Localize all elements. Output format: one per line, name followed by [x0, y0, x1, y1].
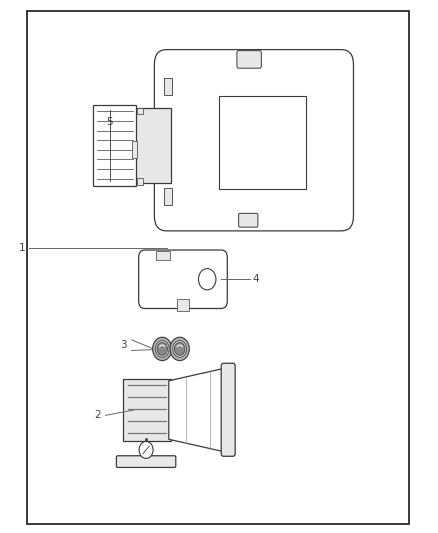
FancyBboxPatch shape [219, 96, 306, 189]
Circle shape [198, 269, 216, 290]
Circle shape [155, 341, 169, 357]
FancyBboxPatch shape [124, 378, 170, 441]
FancyBboxPatch shape [93, 106, 136, 185]
FancyBboxPatch shape [154, 50, 353, 231]
FancyBboxPatch shape [132, 141, 138, 158]
FancyBboxPatch shape [237, 51, 261, 68]
Circle shape [139, 441, 153, 458]
FancyBboxPatch shape [177, 300, 189, 311]
FancyBboxPatch shape [221, 364, 235, 456]
FancyBboxPatch shape [137, 178, 143, 184]
FancyBboxPatch shape [117, 456, 176, 467]
FancyBboxPatch shape [163, 188, 172, 205]
Text: 1: 1 [19, 243, 26, 253]
Text: 2: 2 [94, 410, 101, 421]
Bar [27, 11, 409, 524]
FancyBboxPatch shape [239, 213, 258, 227]
Circle shape [173, 341, 187, 357]
Circle shape [157, 343, 167, 356]
FancyBboxPatch shape [137, 108, 143, 115]
Text: 5: 5 [106, 117, 113, 127]
FancyBboxPatch shape [163, 78, 172, 95]
Circle shape [170, 337, 189, 361]
Circle shape [174, 343, 185, 356]
Text: 3: 3 [120, 340, 127, 350]
Polygon shape [169, 368, 228, 453]
FancyBboxPatch shape [139, 250, 227, 309]
FancyBboxPatch shape [133, 108, 171, 183]
Text: 4: 4 [253, 274, 259, 284]
FancyBboxPatch shape [156, 251, 170, 260]
Circle shape [152, 337, 172, 361]
